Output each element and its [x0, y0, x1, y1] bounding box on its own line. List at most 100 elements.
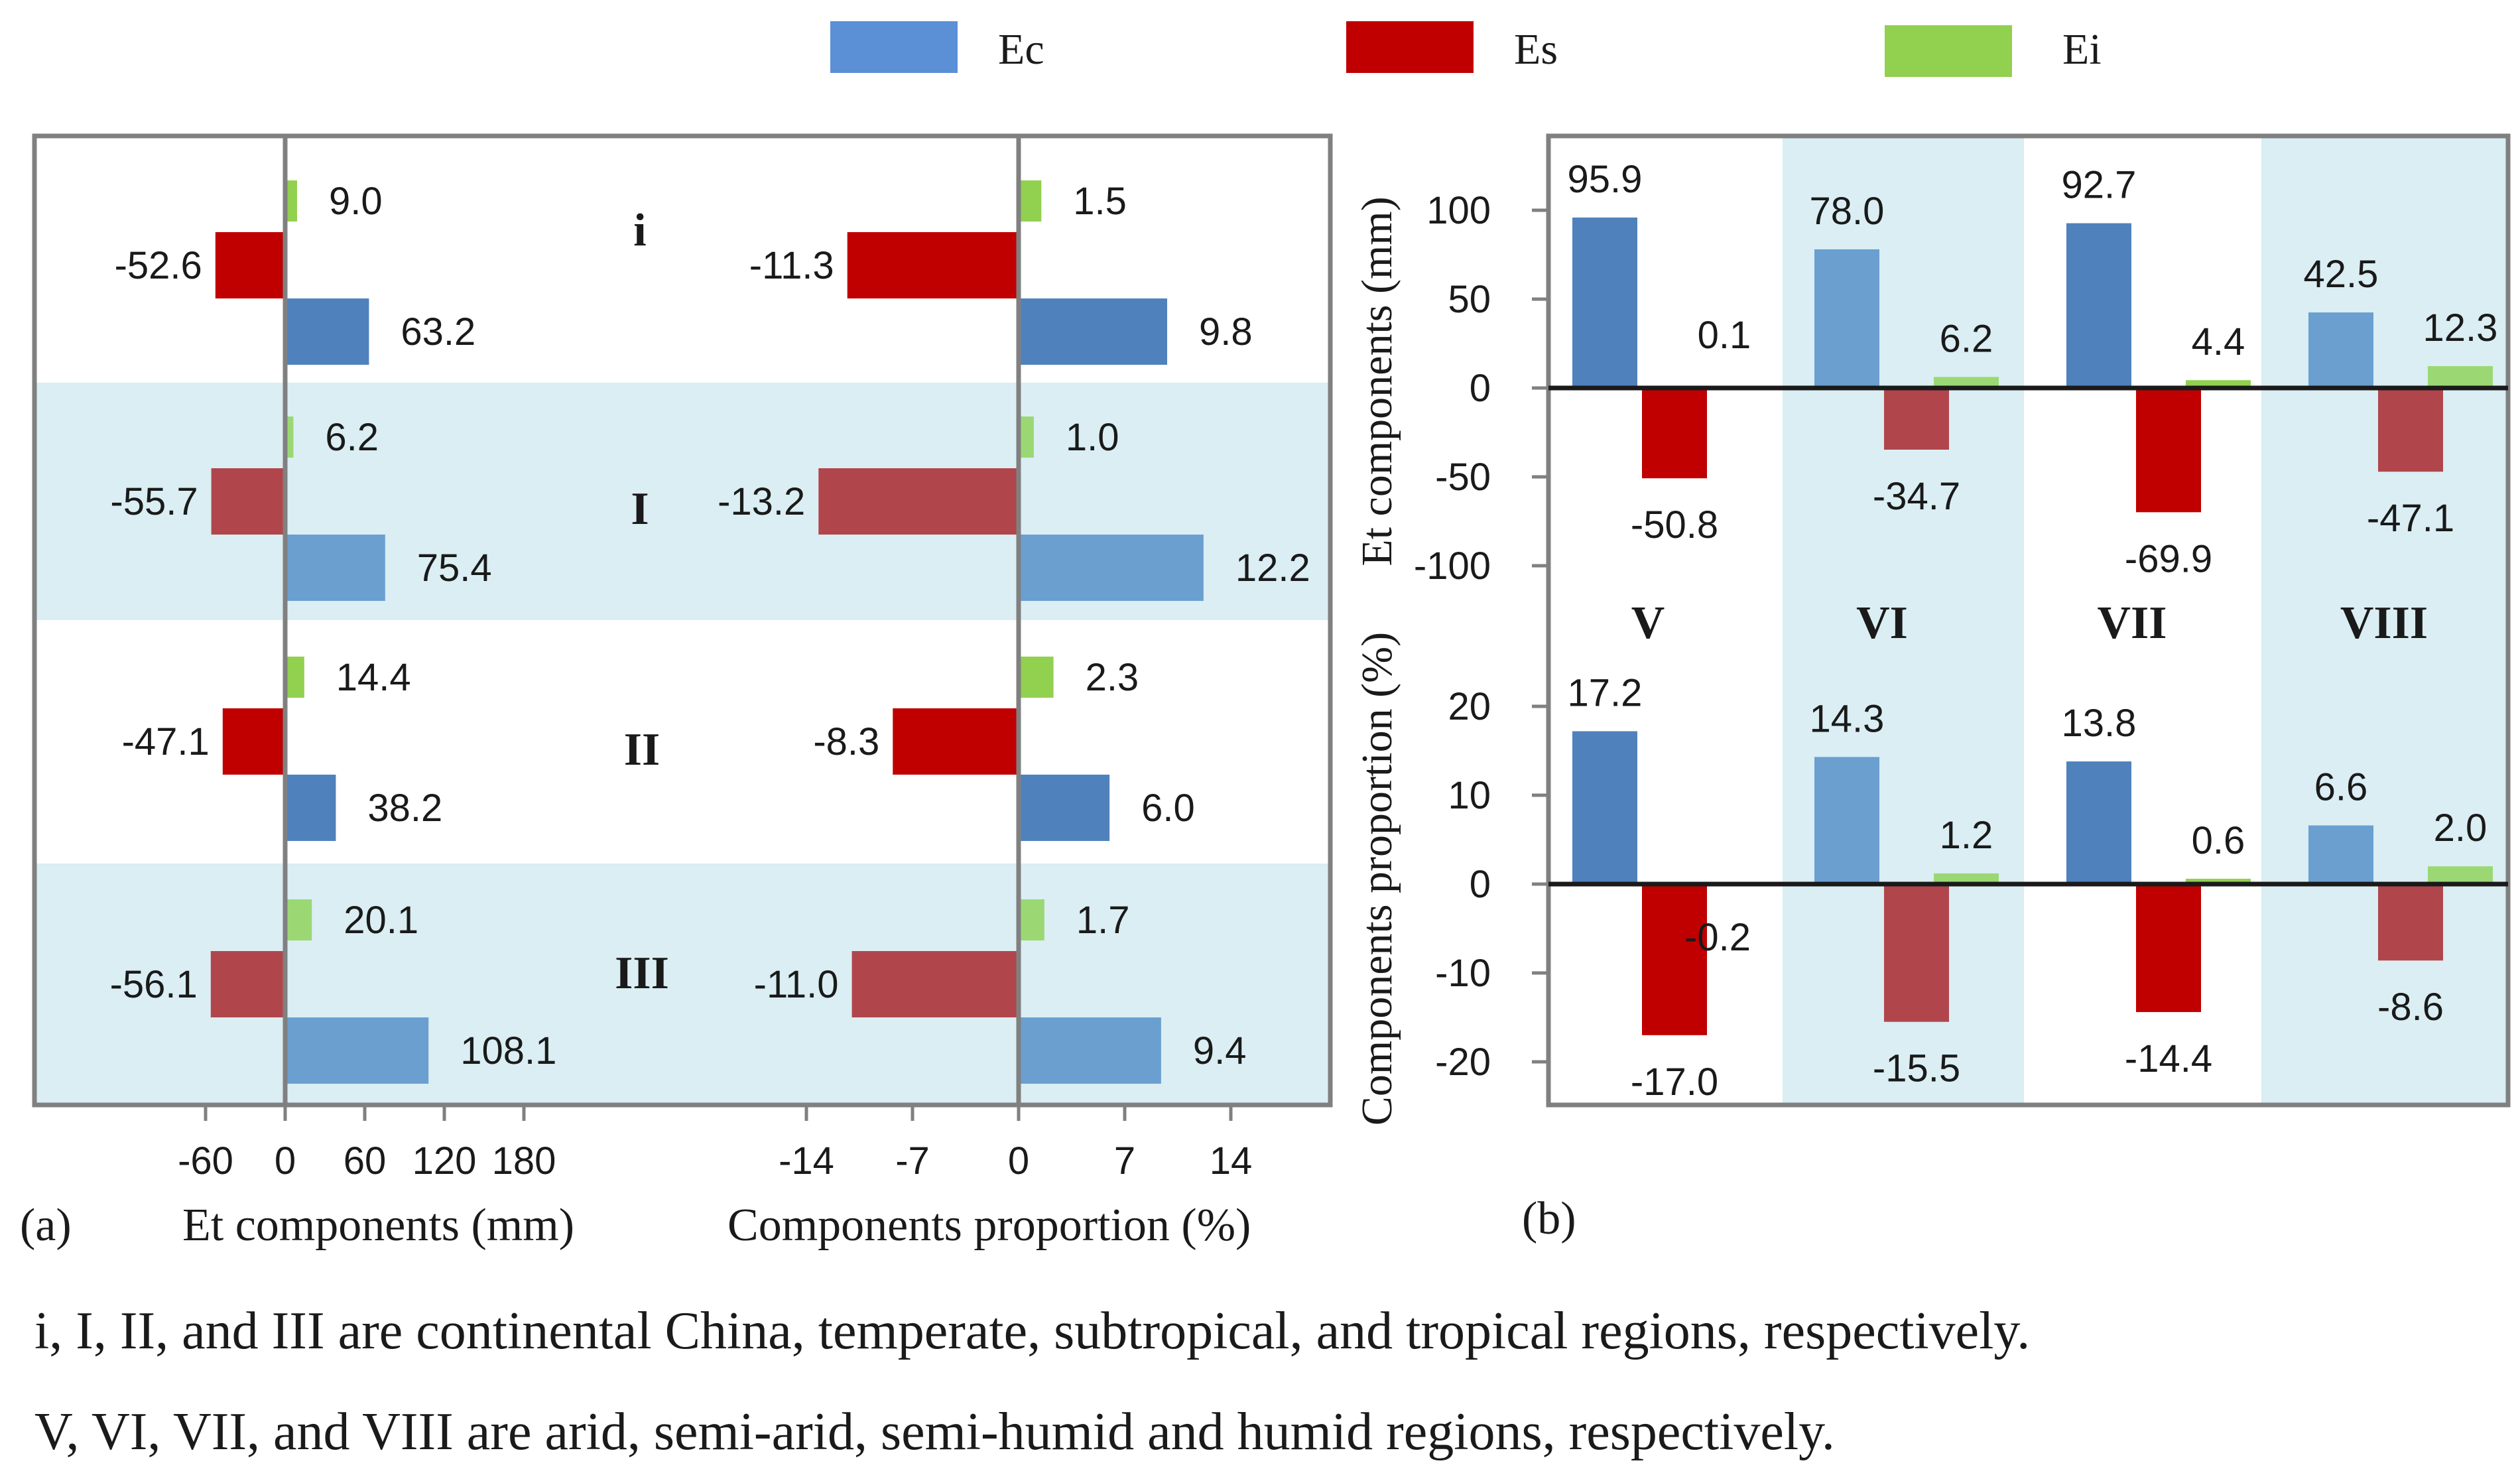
top-label-ec-VI: 78.0: [1810, 190, 1885, 233]
left-label-ei-II: 14.4: [336, 656, 411, 699]
panel-a-label: (a): [20, 1200, 72, 1251]
left-label-ec-III: 108.1: [460, 1029, 556, 1072]
right-label-es-i: -11.3: [749, 244, 834, 287]
legend-swatch-ec: [830, 21, 958, 73]
panel-a: 63.2 75.4 38.2 108.1 -52.6 -55.7 -47.1 -56.1 9.0…: [20, 133, 1333, 1251]
left-label-ec-I: 75.4: [417, 547, 492, 590]
top-label-es-VII: -69.9: [2125, 537, 2212, 580]
panel-a-frame: [32, 133, 1333, 1108]
bottom-bar-es-VIII: [2378, 884, 2443, 961]
bottom-ytick-label-4: -20: [1435, 1041, 1491, 1084]
top-label-ec-V: 95.9: [1568, 158, 1643, 201]
top-bar-ec-VI: [1814, 249, 1879, 388]
top-bar-ec-VIII: [2308, 312, 2373, 388]
left-label-ei-III: 20.1: [344, 899, 418, 942]
left-xtick-label-3: 120: [412, 1139, 477, 1183]
top-label-ei-VIII: 12.3: [2423, 306, 2498, 350]
top-ytick-label-2: 0: [1470, 367, 1491, 410]
top-bar-es-VIII: [2378, 388, 2443, 472]
right-label-ec-i: 9.8: [1199, 310, 1253, 354]
panel-b-label: (b): [1522, 1193, 1576, 1244]
top-label-ei-VI: 6.2: [1940, 317, 1993, 360]
right-bar-ei-III: [1019, 899, 1044, 940]
right-xtick-label-0: -14: [779, 1139, 834, 1183]
bottom-ytick-label-2: 0: [1470, 863, 1491, 906]
top-bar-es-VI: [1884, 388, 1949, 450]
left-label-ec-II: 38.2: [367, 787, 442, 830]
top-label-ec-VII: 92.7: [2062, 164, 2137, 207]
region-label-i: i: [633, 205, 646, 256]
right-bar-es-i: [847, 232, 1019, 298]
region-label-II: II: [624, 724, 660, 775]
top-ytick-label-3: -50: [1435, 456, 1491, 499]
note-line-2: V, VI, VII, and VIII are arid, semi-arid…: [34, 1403, 1835, 1461]
right-bar-ei-i: [1019, 180, 1042, 222]
top-ytick-label-0: 100: [1426, 189, 1491, 232]
panel-b-bottom-ylabel: Components proportion (%): [1353, 632, 1401, 1125]
bottom-bar-es-VI: [1884, 884, 1949, 1022]
right-xtick-label-3: 7: [1114, 1139, 1135, 1183]
right-bar-es-III: [851, 951, 1019, 1017]
left-xtick-label-1: 0: [275, 1139, 296, 1183]
bottom-label-ec-V: 17.2: [1568, 672, 1643, 715]
left-label-es-i: -52.6: [115, 244, 202, 287]
left-label-es-II: -47.1: [122, 720, 210, 763]
bottom-bar-ec-VIII: [2308, 825, 2373, 884]
left-label-es-III: -56.1: [110, 963, 198, 1006]
right-label-ei-II: 2.3: [1086, 656, 1139, 699]
bottom-bar-ei-VII: [2186, 878, 2251, 884]
left-bar-ei-II: [285, 657, 304, 698]
left-bar-es-I: [211, 468, 285, 535]
bottom-label-es-VIII: -8.6: [2377, 986, 2444, 1029]
bottom-label-ec-VIII: 6.6: [2314, 766, 2368, 809]
region-label-VI: VI: [1856, 598, 1908, 649]
top-bar-es-V: [1642, 388, 1707, 479]
region-label-VIII: VIII: [2340, 598, 2428, 649]
right-label-es-III: -11.0: [754, 963, 839, 1006]
left-xtick-label-4: 180: [492, 1139, 556, 1183]
top-ytick-label-4: -100: [1414, 545, 1491, 588]
region-label-I: I: [631, 483, 649, 535]
bottom-bar-ec-VI: [1814, 757, 1879, 884]
top-ytick-label-1: 50: [1448, 278, 1491, 321]
right-label-ec-I: 12.2: [1235, 547, 1310, 590]
panel-b-top-ylabel: Et components (mm): [1353, 196, 1401, 566]
left-bar-ei-III: [285, 899, 312, 940]
legend-swatch-es: [1346, 21, 1474, 73]
bottom-ytick-label-0: 20: [1448, 685, 1491, 728]
bottom-bar-ei-VI: [1934, 873, 1999, 884]
left-label-ec-i: 63.2: [401, 310, 475, 354]
left-bar-ec-III: [285, 1017, 429, 1084]
bottom-ytick-label-1: 10: [1448, 774, 1491, 817]
top-label-ei-V: 0.1: [1698, 314, 1751, 357]
top-bar-ei-VI: [1934, 377, 1999, 388]
panel-a-right-xlabel: Components proportion (%): [727, 1200, 1251, 1251]
right-label-ei-III: 1.7: [1076, 899, 1130, 942]
region-label-III: III: [615, 948, 669, 999]
bottom-label-ei-V: -0.2: [1684, 916, 1751, 959]
right-bar-ei-I: [1019, 417, 1034, 458]
bottom-bar-es-VII: [2136, 884, 2201, 1012]
right-bar-es-I: [818, 468, 1019, 535]
bottom-label-ei-VIII: 2.0: [2434, 806, 2488, 850]
panel-a-left-xlabel: Et components (mm): [182, 1200, 574, 1251]
left-bar-ec-II: [285, 775, 336, 841]
legend-label-ei: Ei: [2062, 25, 2102, 74]
bottom-bar-ei-VIII: [2428, 866, 2493, 884]
left-bar-ec-i: [285, 298, 369, 365]
bottom-label-ec-VII: 13.8: [2062, 702, 2137, 745]
right-label-ei-I: 1.0: [1066, 416, 1119, 459]
right-bar-ec-I: [1019, 535, 1204, 601]
top-label-es-V: -50.8: [1631, 503, 1718, 547]
bottom-label-es-VII: -14.4: [2125, 1037, 2212, 1080]
top-bar-ec-V: [1572, 217, 1637, 388]
left-bar-ei-i: [285, 180, 297, 222]
top-label-es-VIII: -47.1: [2367, 497, 2454, 540]
top-label-ei-VII: 4.4: [2192, 320, 2245, 363]
region-label-V: V: [1631, 598, 1665, 649]
top-label-ec-VIII: 42.5: [2304, 253, 2379, 296]
right-bar-ec-i: [1019, 298, 1167, 365]
panel-b-frame: [1546, 133, 2511, 1108]
bottom-label-es-V: -17.0: [1631, 1061, 1718, 1104]
left-bar-es-II: [222, 708, 285, 775]
